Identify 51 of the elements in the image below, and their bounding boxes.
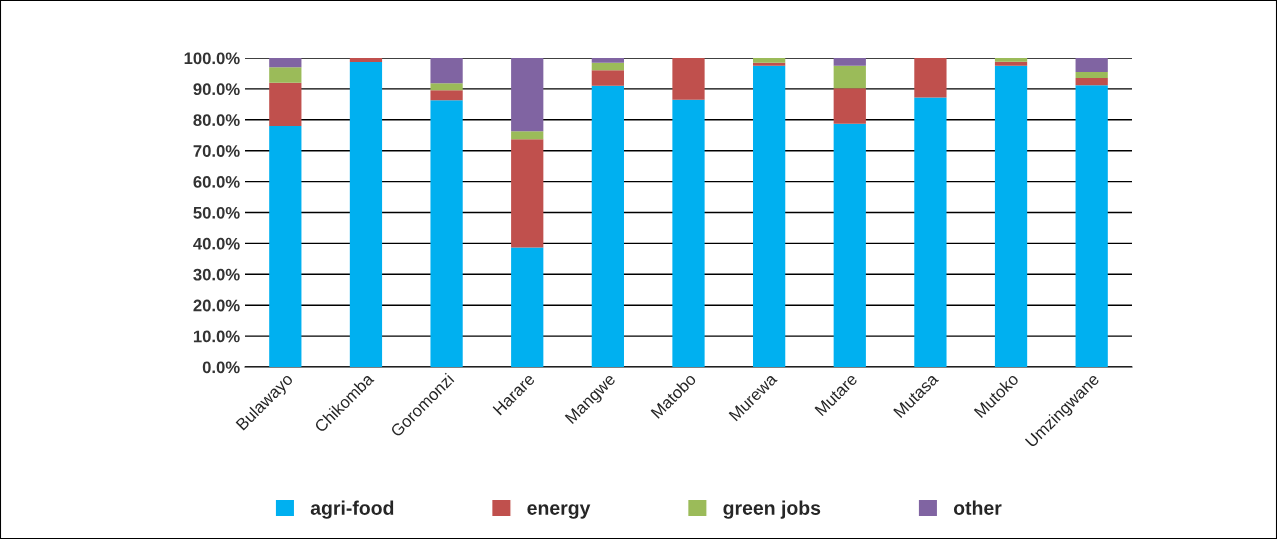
bar xyxy=(753,65,786,367)
y-tick-label: 80.0% xyxy=(193,114,240,126)
bar xyxy=(511,247,544,367)
bar xyxy=(269,58,302,68)
bar xyxy=(269,67,302,83)
bar xyxy=(833,58,866,66)
y-tick-label: 20.0% xyxy=(193,299,240,312)
bar xyxy=(914,97,947,367)
bar xyxy=(591,85,624,367)
y-tick-label: 0.0% xyxy=(202,361,240,374)
bar xyxy=(591,70,624,86)
bar xyxy=(672,99,705,367)
bar xyxy=(349,58,383,63)
bar xyxy=(753,58,786,63)
y-tick-label: 40.0% xyxy=(193,237,240,250)
y-tick-label: 30.0% xyxy=(193,268,240,281)
bar xyxy=(591,62,624,71)
bar xyxy=(994,61,1028,66)
bar xyxy=(430,100,463,367)
legend-label: energy xyxy=(527,504,591,519)
bar xyxy=(349,62,383,367)
bar xyxy=(1075,71,1108,79)
y-tick-label: 70.0% xyxy=(193,145,240,157)
y-tick-label: 90.0% xyxy=(193,83,240,96)
bar xyxy=(511,131,544,140)
bar xyxy=(430,83,463,91)
bar xyxy=(753,62,786,66)
bar xyxy=(833,88,866,124)
bar xyxy=(511,58,544,132)
bar xyxy=(269,125,302,367)
bar xyxy=(994,58,1028,62)
bar xyxy=(591,58,624,63)
legend-label: other xyxy=(953,500,1002,515)
bar xyxy=(672,58,705,100)
bar xyxy=(430,58,463,84)
bar xyxy=(1075,58,1108,72)
bar xyxy=(994,65,1028,367)
bar xyxy=(511,139,544,248)
legend-label: green jobs xyxy=(723,500,821,519)
y-tick-label: 10.0% xyxy=(193,330,240,343)
bar xyxy=(269,82,302,126)
bar xyxy=(1075,85,1108,367)
bar xyxy=(833,123,866,367)
y-tick-label: 60.0% xyxy=(193,176,240,188)
bar xyxy=(833,65,866,89)
legend-label: agri-food xyxy=(310,500,394,519)
y-tick-label: 50.0% xyxy=(193,206,240,219)
bar xyxy=(1075,78,1108,86)
bar xyxy=(914,58,947,98)
bar xyxy=(430,90,463,101)
y-tick-label: 100.0% xyxy=(184,52,240,65)
